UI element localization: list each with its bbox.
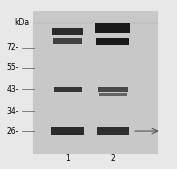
Bar: [98, 87, 128, 92]
Bar: [52, 28, 83, 35]
Text: 1: 1: [65, 154, 70, 163]
Bar: [51, 127, 84, 135]
Text: 34-: 34-: [6, 107, 19, 116]
Bar: [95, 23, 130, 33]
Bar: [52, 133, 83, 135]
Text: 2: 2: [110, 154, 115, 163]
Text: 26-: 26-: [6, 127, 19, 136]
Text: 55-: 55-: [6, 63, 19, 72]
Bar: [96, 38, 129, 45]
Bar: [97, 127, 129, 135]
Text: kDa: kDa: [15, 18, 30, 28]
Text: 43-: 43-: [6, 85, 19, 94]
Bar: [54, 87, 82, 92]
Bar: [53, 38, 82, 44]
Text: 72-: 72-: [6, 43, 19, 52]
Bar: [99, 93, 127, 96]
FancyBboxPatch shape: [33, 11, 158, 154]
